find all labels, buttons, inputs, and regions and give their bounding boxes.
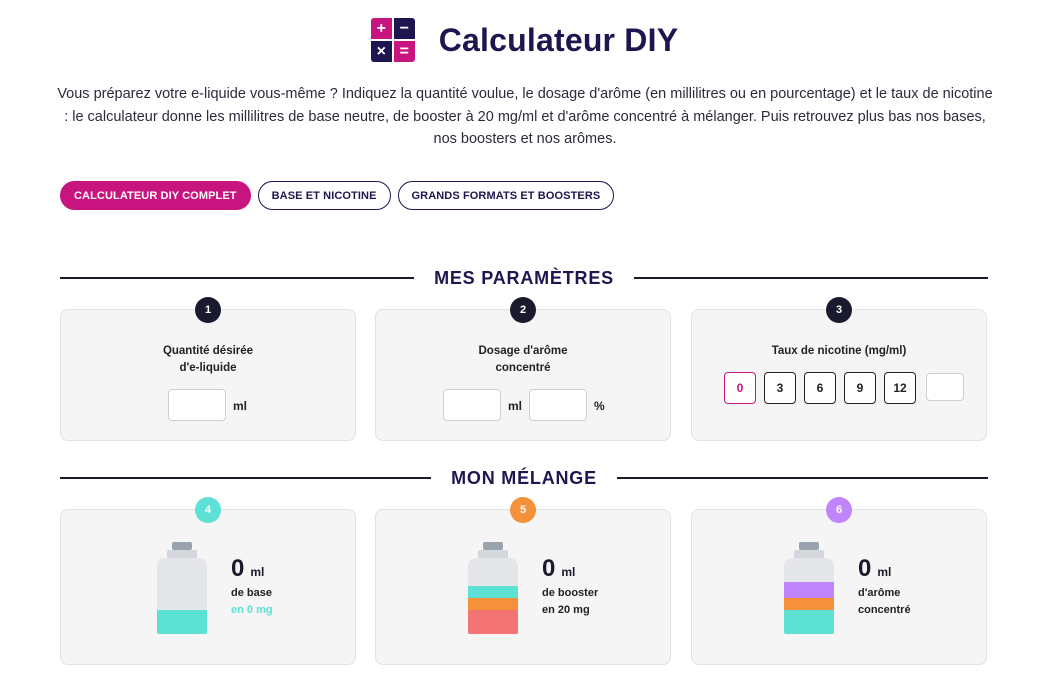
aroma-percent-unit: % <box>594 399 605 413</box>
nicotine-option-12[interactable]: 12 <box>884 372 916 404</box>
step-badge: 1 <box>195 297 221 323</box>
step-badge: 5 <box>510 497 536 523</box>
page-title: Calculateur DIY <box>438 21 679 58</box>
base-amount-value: 0 <box>231 555 245 582</box>
base-desc-line2: en 0 mg <box>231 604 273 616</box>
booster-bottle-icon <box>468 542 518 636</box>
multiply-icon: × <box>370 41 392 62</box>
aroma-label-line2: concentré <box>495 362 551 374</box>
nicotine-option-9[interactable]: 9 <box>844 372 876 404</box>
booster-desc-line2: en 20 mg <box>542 604 590 616</box>
nicotine-options: 0 3 6 9 12 <box>724 372 964 404</box>
tab-grands-formats-et-boosters[interactable]: GRANDS FORMATS ET BOOSTERS <box>397 181 615 210</box>
calculator-logo-icon: + − × = <box>370 18 415 62</box>
base-description: de base en 0 mg <box>231 585 273 619</box>
bottle-liquid <box>157 558 207 634</box>
divider <box>633 277 989 279</box>
arome-liquid-layer-1 <box>784 610 834 634</box>
booster-liquid-layer-2 <box>468 598 518 611</box>
quantity-unit: ml <box>233 399 248 413</box>
base-bottle-icon <box>157 542 207 636</box>
divider <box>60 477 432 479</box>
tab-calculateur-diy-complet[interactable]: CALCULATEUR DIY COMPLET <box>60 181 251 210</box>
minus-icon: − <box>393 18 415 39</box>
calculator-tabs: CALCULATEUR DIY COMPLET BASE ET NICOTINE… <box>60 181 615 210</box>
aroma-ml-unit: ml <box>508 399 523 413</box>
aroma-percent-input[interactable] <box>529 389 587 421</box>
arome-result-card: 6 0 ml d'arôme concentré <box>691 497 987 665</box>
quantity-input[interactable] <box>168 389 226 421</box>
nicotine-option-0[interactable]: 0 <box>724 372 756 404</box>
booster-desc-line1: de booster <box>542 587 599 599</box>
params-section-title: MES PARAMÈTRES <box>60 266 989 290</box>
nicotine-option-6[interactable]: 6 <box>804 372 836 404</box>
arome-amount: 0 ml <box>858 555 891 583</box>
plus-icon: + <box>370 18 392 39</box>
booster-liquid-layer-1 <box>468 610 518 634</box>
quantity-label-line1: Quantité désirée <box>162 345 254 357</box>
mix-section-title: MON MÉLANGE <box>60 466 989 490</box>
base-result-card: 4 0 ml de base en 0 mg <box>60 497 356 665</box>
aroma-label-line1: Dosage d'arôme <box>478 345 568 357</box>
divider <box>616 477 989 479</box>
arome-description: d'arôme concentré <box>858 585 911 619</box>
arome-liquid-layer-3 <box>784 581 834 599</box>
quantity-label: Quantité désirée d'e-liquide <box>61 343 355 377</box>
aroma-label: Dosage d'arôme concentré <box>376 343 670 377</box>
booster-amount-value: 0 <box>542 555 556 582</box>
nicotine-option-3[interactable]: 3 <box>764 372 796 404</box>
nicotine-label: Taux de nicotine (mg/ml) <box>771 345 907 357</box>
booster-liquid-layer-3 <box>468 586 518 599</box>
mix-section-label: MON MÉLANGE <box>451 467 597 488</box>
base-amount-unit: ml <box>250 565 265 579</box>
booster-result-card: 5 0 ml de booster en 20 mg <box>375 497 671 665</box>
arome-amount-value: 0 <box>858 555 872 582</box>
nicotine-card: 3 Taux de nicotine (mg/ml) 0 3 6 9 12 <box>691 297 987 441</box>
base-liquid-layer-1 <box>157 610 207 634</box>
step-badge: 3 <box>826 297 852 323</box>
base-desc-line1: de base <box>231 587 272 599</box>
step-badge: 6 <box>826 497 852 523</box>
nicotine-custom-input[interactable] <box>926 373 964 401</box>
base-amount: 0 ml <box>231 555 264 583</box>
equals-icon: = <box>393 41 415 62</box>
arome-bottle-icon <box>784 542 834 636</box>
booster-description: de booster en 20 mg <box>542 585 598 619</box>
booster-amount-unit: ml <box>561 565 576 579</box>
step-badge: 2 <box>510 297 536 323</box>
quantity-label-line2: d'e-liquide <box>179 362 237 374</box>
divider <box>60 277 415 279</box>
tab-base-et-nicotine[interactable]: BASE ET NICOTINE <box>257 181 391 210</box>
arome-desc-line1: d'arôme <box>858 587 901 599</box>
aroma-dosage-card: 2 Dosage d'arôme concentré ml % <box>375 297 671 441</box>
arome-liquid-layer-2 <box>784 598 834 611</box>
intro-text: Vous préparez votre e-liquide vous-même … <box>57 86 993 147</box>
page-header: + − × = Calculateur DIY <box>0 16 1049 64</box>
arome-desc-line2: concentré <box>858 604 911 616</box>
bottle-liquid <box>468 558 518 634</box>
bottle-liquid <box>784 558 834 634</box>
quantity-card: 1 Quantité désirée d'e-liquide ml <box>60 297 356 441</box>
params-section-label: MES PARAMÈTRES <box>434 267 614 288</box>
booster-amount: 0 ml <box>542 555 575 583</box>
arome-amount-unit: ml <box>877 565 892 579</box>
step-badge: 4 <box>195 497 221 523</box>
aroma-ml-input[interactable] <box>443 389 501 421</box>
